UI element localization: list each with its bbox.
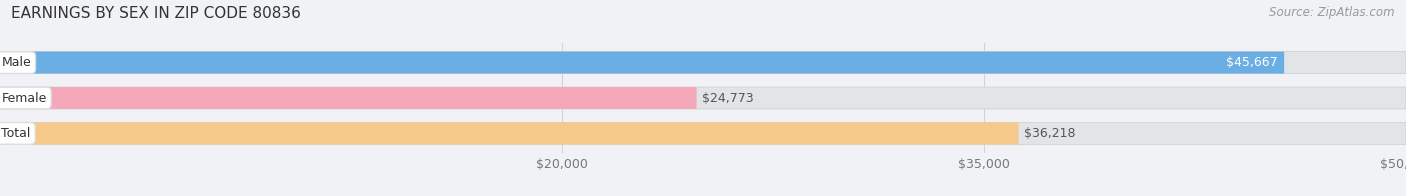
FancyBboxPatch shape xyxy=(0,52,1284,74)
Text: $36,218: $36,218 xyxy=(1024,127,1076,140)
Text: $24,773: $24,773 xyxy=(702,92,754,104)
Text: Source: ZipAtlas.com: Source: ZipAtlas.com xyxy=(1270,6,1395,19)
FancyBboxPatch shape xyxy=(0,87,696,109)
FancyBboxPatch shape xyxy=(0,122,1406,144)
FancyBboxPatch shape xyxy=(0,52,1406,74)
Text: EARNINGS BY SEX IN ZIP CODE 80836: EARNINGS BY SEX IN ZIP CODE 80836 xyxy=(11,6,301,21)
Text: $45,667: $45,667 xyxy=(1226,56,1277,69)
FancyBboxPatch shape xyxy=(0,122,1018,144)
Text: Female: Female xyxy=(1,92,46,104)
Text: Male: Male xyxy=(1,56,31,69)
FancyBboxPatch shape xyxy=(0,87,1406,109)
Text: Total: Total xyxy=(1,127,31,140)
